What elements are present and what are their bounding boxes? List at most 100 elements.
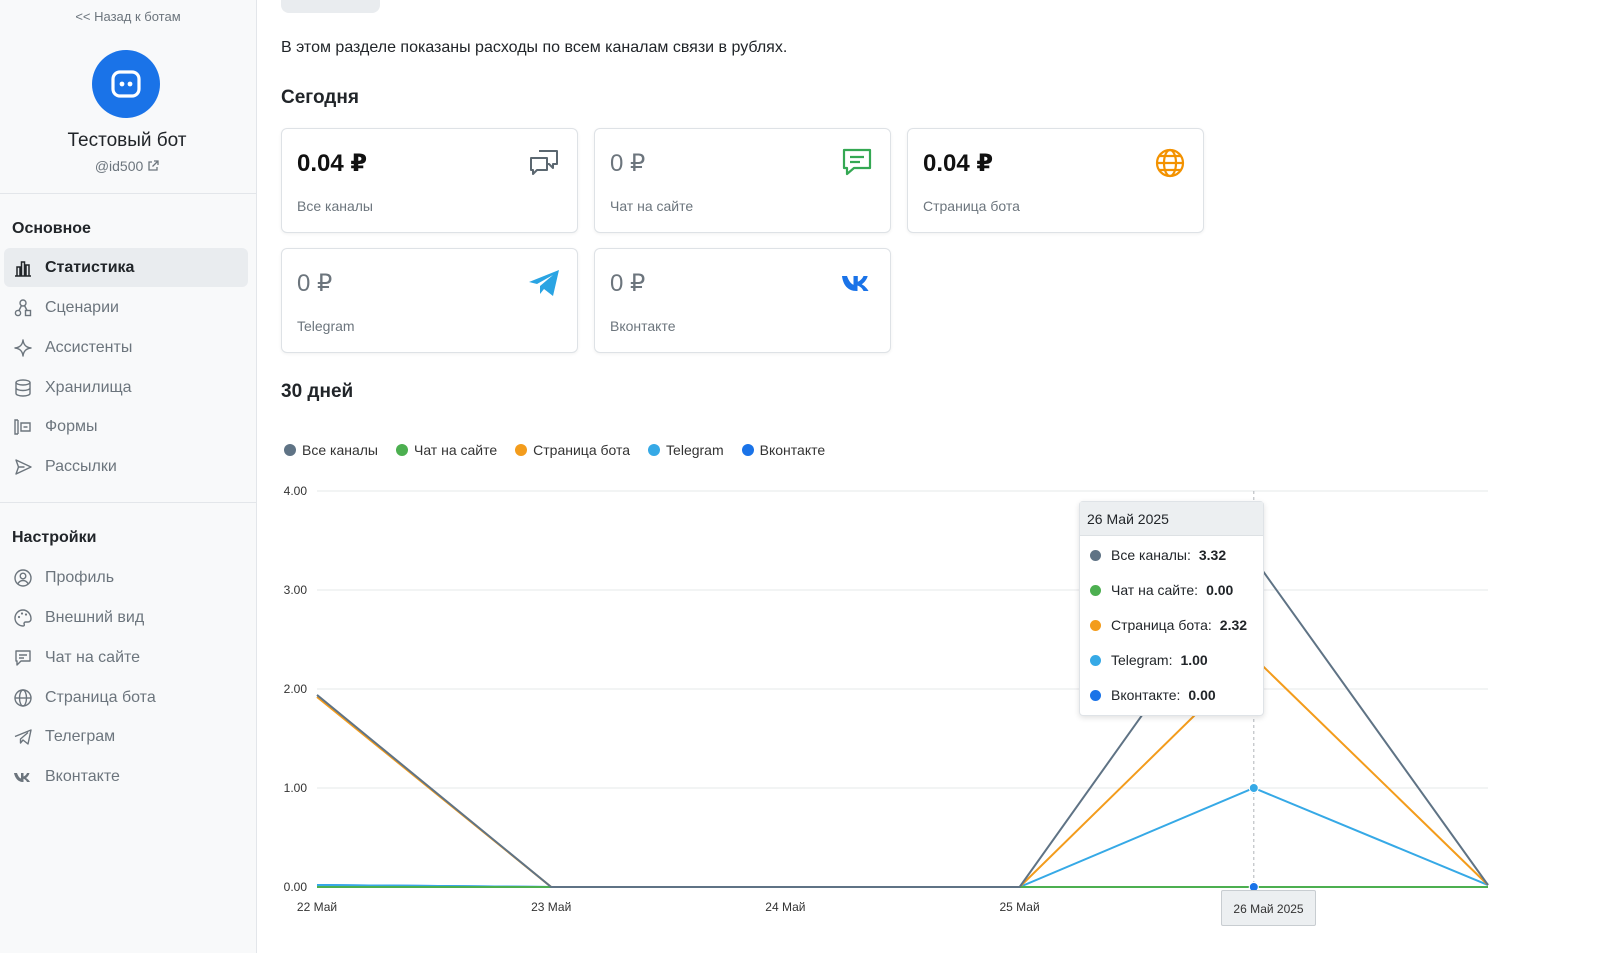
tab-active[interactable]: [281, 0, 380, 13]
tooltip-label: Telegram:: [1111, 652, 1173, 668]
back-to-bots-link[interactable]: << Назад к ботам: [75, 9, 181, 24]
tooltip-dot: [1090, 549, 1101, 561]
x-tick-label: 22 Май: [297, 900, 337, 914]
bot-handle[interactable]: @id500: [0, 158, 254, 174]
today-title: Сегодня: [281, 87, 359, 108]
y-tick-label: 1.00: [284, 781, 308, 795]
y-tick-label: 2.00: [284, 682, 308, 696]
stat-card-telegram: 0 ₽ Telegram: [281, 248, 578, 353]
tooltip-dot: [1090, 584, 1101, 596]
bot-avatar: [92, 50, 160, 118]
chat-icon: [12, 647, 34, 669]
sidebar-item-forms[interactable]: Формы: [4, 407, 248, 446]
sidebar-item-label: Профиль: [45, 568, 115, 586]
external-link-icon[interactable]: [147, 160, 159, 172]
sidebar-item-label: Чат на сайте: [45, 648, 141, 666]
bot-name: Тестовый бот: [67, 130, 187, 151]
sidebar-item-vk[interactable]: Вконтакте: [4, 757, 248, 796]
legend-item[interactable]: Чат на сайте: [395, 442, 498, 458]
sidebar-item-label: Формы: [45, 417, 98, 435]
flow-icon: [12, 297, 34, 319]
period-title: 30 дней: [281, 381, 354, 402]
sidebar-item-scenarios[interactable]: Сценарии: [4, 288, 248, 327]
stat-value: 0 ₽: [610, 270, 646, 297]
user-circle-icon: [12, 567, 34, 589]
sidebar-item-profile[interactable]: Профиль: [4, 558, 248, 597]
legend-item[interactable]: Telegram: [648, 442, 724, 458]
divider: [0, 502, 256, 503]
sidebar-item-assistants[interactable]: Ассистенты: [4, 328, 248, 367]
stat-value: 0 ₽: [297, 270, 333, 297]
legend-dot: [741, 444, 754, 456]
sidebar-item-site-chat[interactable]: Чат на сайте: [4, 638, 248, 677]
stat-label: Все каналы: [297, 198, 373, 214]
stat-value: 0 ₽: [610, 150, 646, 177]
stat-card-bot-page: 0.04 ₽ Страница бота: [907, 128, 1204, 233]
stat-card-vk: 0 ₽ Вконтакте: [594, 248, 891, 353]
stat-value: 0.04 ₽: [297, 150, 368, 177]
database-icon: [12, 377, 34, 399]
series-point: [1248, 783, 1259, 793]
send-icon: [12, 456, 34, 478]
stat-label: Вконтакте: [610, 318, 676, 334]
legend-label: Вконтакте: [759, 442, 826, 458]
sidebar-item-appearance[interactable]: Внешний вид: [4, 598, 248, 637]
sidebar-item-label: Вконтакте: [45, 767, 120, 785]
legend-item[interactable]: Страница бота: [515, 442, 630, 458]
bot-icon: [111, 70, 141, 98]
stat-label: Telegram: [297, 318, 355, 334]
tooltip-row: Чат на сайте: 0.00: [1090, 582, 1233, 598]
sidebar-item-telegram[interactable]: Телеграм: [4, 717, 248, 756]
stat-card-site-chat: 0 ₽ Чат на сайте: [594, 128, 891, 233]
section-title-settings: Настройки: [12, 529, 97, 546]
form-icon: [12, 416, 34, 438]
tooltip-row: Telegram: 1.00: [1090, 652, 1208, 668]
legend-item[interactable]: Вконтакте: [741, 442, 826, 458]
legend-label: Чат на сайте: [413, 442, 498, 458]
page-description: В этом разделе показаны расходы по всем …: [281, 39, 788, 56]
x-tick-label: 23 Май: [531, 900, 571, 914]
y-tick-label: 0.00: [284, 880, 308, 894]
sidebar-item-label: Внешний вид: [45, 608, 145, 626]
sidebar-item-storage[interactable]: Хранилища: [4, 368, 248, 407]
globe-icon: [12, 687, 34, 709]
tooltip-row: Все каналы: 3.32: [1090, 547, 1226, 563]
sidebar-item-bot-page[interactable]: Страница бота: [4, 678, 248, 717]
tooltip-value: 2.32: [1219, 617, 1248, 633]
sparkle-icon: [12, 337, 34, 359]
series-line: [316, 655, 1489, 888]
line-chart[interactable]: 0.00 1.00 2.00 3.00 4.00 22 Май 23 Май 24 Май 25…: [257, 470, 1603, 930]
sidebar-item-label: Телеграм: [45, 727, 116, 745]
sidebar-item-label: Сценарии: [45, 298, 119, 316]
divider: [0, 193, 256, 194]
sidebar-item-statistics[interactable]: Статистика: [4, 248, 248, 287]
tooltip-label: Страница бота:: [1111, 617, 1212, 633]
legend-item[interactable]: Все каналы: [284, 442, 378, 458]
legend-dot: [395, 444, 408, 456]
tooltip-dot: [1090, 619, 1101, 631]
legend-label: Страница бота: [533, 442, 631, 458]
section-title-main: Основное: [12, 220, 91, 237]
bot-handle-text[interactable]: @id500: [94, 158, 144, 174]
telegram-icon: [12, 726, 34, 748]
sidebar-item-label: Хранилища: [45, 378, 132, 396]
tooltip-dot: [1090, 654, 1101, 666]
series-line: [316, 786, 1489, 888]
vk-icon: [840, 266, 874, 300]
tooltip-label: Вконтакте:: [1111, 687, 1181, 703]
tooltip-value: 0.00: [1188, 687, 1216, 703]
sidebar-item-mailings[interactable]: Рассылки: [4, 447, 248, 486]
stat-value: 0.04 ₽: [923, 150, 994, 177]
y-tick-label: 4.00: [284, 484, 308, 498]
palette-icon: [12, 607, 34, 629]
sidebar-item-label: Статистика: [45, 258, 135, 276]
tooltip-value: 0.00: [1206, 582, 1234, 598]
tooltip-label: Чат на сайте:: [1111, 582, 1199, 598]
tooltip-value: 3.32: [1198, 547, 1227, 563]
tooltip-label: Все каналы:: [1111, 547, 1191, 563]
telegram-icon: [527, 266, 561, 300]
chart-legend: Все каналы Чат на сайте Страница бота Te…: [284, 442, 825, 458]
stat-label: Страница бота: [923, 198, 1020, 214]
legend-label: Telegram: [666, 442, 724, 458]
series-line: [316, 556, 1489, 888]
